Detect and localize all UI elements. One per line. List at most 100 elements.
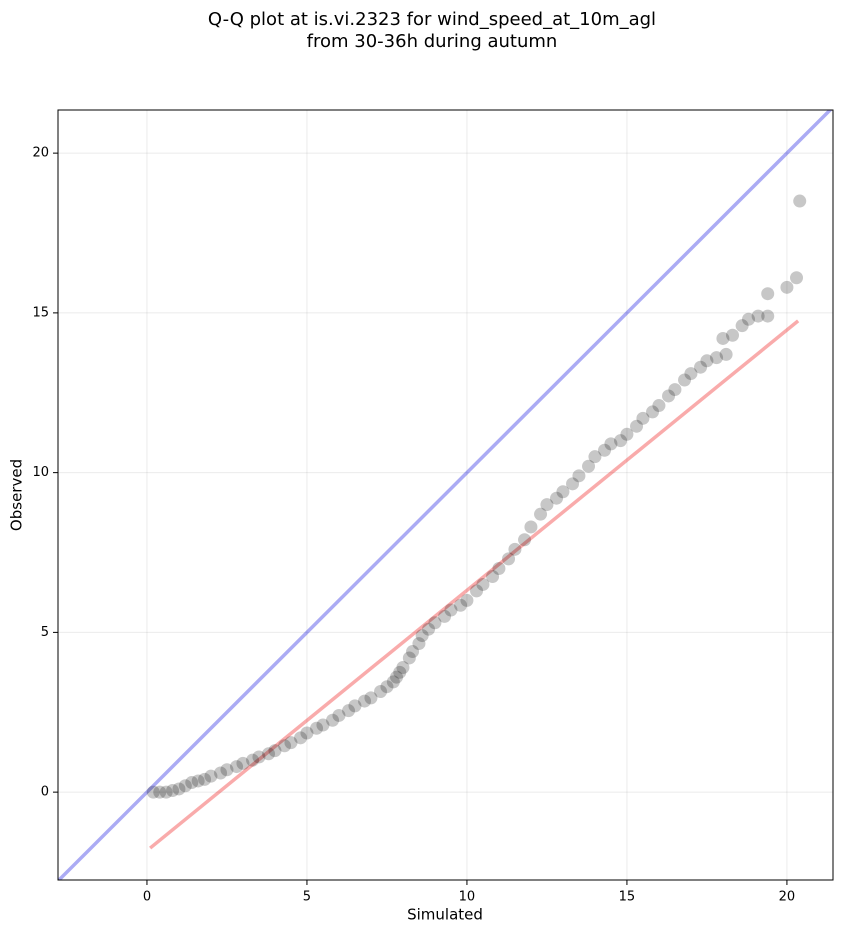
- point: [236, 756, 250, 770]
- point: [598, 443, 612, 457]
- point: [761, 309, 775, 323]
- point: [684, 367, 698, 381]
- point: [636, 411, 650, 425]
- point: [332, 708, 346, 722]
- point: [614, 434, 628, 448]
- point: [422, 622, 436, 636]
- point: [524, 520, 538, 534]
- point: [402, 651, 416, 665]
- point: [492, 561, 506, 575]
- point: [444, 603, 458, 617]
- y-tick-label: 20: [32, 146, 49, 161]
- point: [646, 405, 660, 419]
- point: [751, 309, 765, 323]
- point: [604, 437, 618, 451]
- point: [294, 731, 308, 745]
- x-tick-label: 10: [459, 890, 476, 905]
- point: [348, 699, 362, 713]
- point: [386, 675, 400, 689]
- point: [582, 459, 596, 473]
- point: [540, 498, 554, 512]
- y-tick-label: 0: [41, 785, 49, 800]
- point: [470, 584, 484, 598]
- point: [396, 661, 410, 675]
- point: [566, 477, 580, 491]
- point: [153, 785, 167, 799]
- point: [278, 739, 292, 753]
- point: [460, 593, 474, 607]
- point: [630, 419, 644, 433]
- x-tick-label: 5: [303, 890, 311, 905]
- point: [316, 718, 330, 732]
- y-axis-label: Observed: [8, 459, 26, 531]
- point: [620, 427, 634, 441]
- point: [700, 354, 714, 368]
- point: [178, 779, 192, 793]
- point: [412, 637, 426, 651]
- point: [502, 552, 516, 566]
- point: [534, 507, 548, 521]
- point: [284, 736, 298, 750]
- point: [572, 469, 586, 483]
- point: [342, 704, 356, 718]
- y-tick-label: 15: [32, 305, 49, 320]
- point: [742, 312, 756, 326]
- point: [191, 774, 205, 788]
- point: [358, 694, 372, 708]
- point: [668, 383, 682, 397]
- point: [364, 691, 378, 705]
- point: [326, 713, 340, 727]
- point: [220, 763, 234, 777]
- point: [780, 280, 794, 294]
- point: [678, 373, 692, 387]
- point: [268, 744, 282, 758]
- point: [390, 670, 404, 684]
- y-tick-label: 5: [41, 625, 49, 640]
- point: [735, 319, 749, 333]
- point: [793, 194, 807, 208]
- point: [166, 784, 180, 798]
- point: [172, 782, 186, 796]
- x-tick-label: 20: [779, 890, 796, 905]
- point: [415, 629, 429, 643]
- point: [214, 766, 228, 780]
- point: [380, 680, 394, 694]
- point: [198, 772, 212, 786]
- point: [476, 577, 490, 591]
- point: [486, 569, 500, 583]
- point: [790, 271, 804, 285]
- point: [652, 399, 666, 413]
- point: [508, 542, 522, 556]
- point: [719, 347, 733, 361]
- point: [726, 328, 740, 342]
- point: [230, 760, 244, 774]
- chart-title: Q-Q plot at is.vi.2323 for wind_speed_at…: [208, 9, 656, 30]
- point: [246, 753, 260, 767]
- point: [550, 491, 564, 505]
- plot-frame: [57, 109, 834, 881]
- x-tick-label: 0: [143, 890, 151, 905]
- plot-area: [58, 110, 833, 880]
- point: [406, 645, 420, 659]
- fit-line: [149, 319, 800, 850]
- point: [694, 360, 708, 374]
- point: [716, 331, 730, 345]
- point: [393, 665, 407, 679]
- point: [438, 609, 452, 623]
- point: [159, 785, 173, 799]
- point: [556, 485, 570, 499]
- point: [710, 351, 724, 365]
- point: [454, 598, 468, 612]
- point: [428, 616, 442, 630]
- point: [204, 769, 218, 783]
- point: [518, 533, 532, 547]
- point: [146, 785, 160, 799]
- point: [761, 287, 775, 301]
- point: [374, 684, 388, 698]
- identity-line: [58, 110, 833, 880]
- point: [262, 747, 276, 761]
- x-axis-label: Simulated: [407, 906, 483, 924]
- point: [252, 750, 266, 764]
- point: [300, 726, 314, 740]
